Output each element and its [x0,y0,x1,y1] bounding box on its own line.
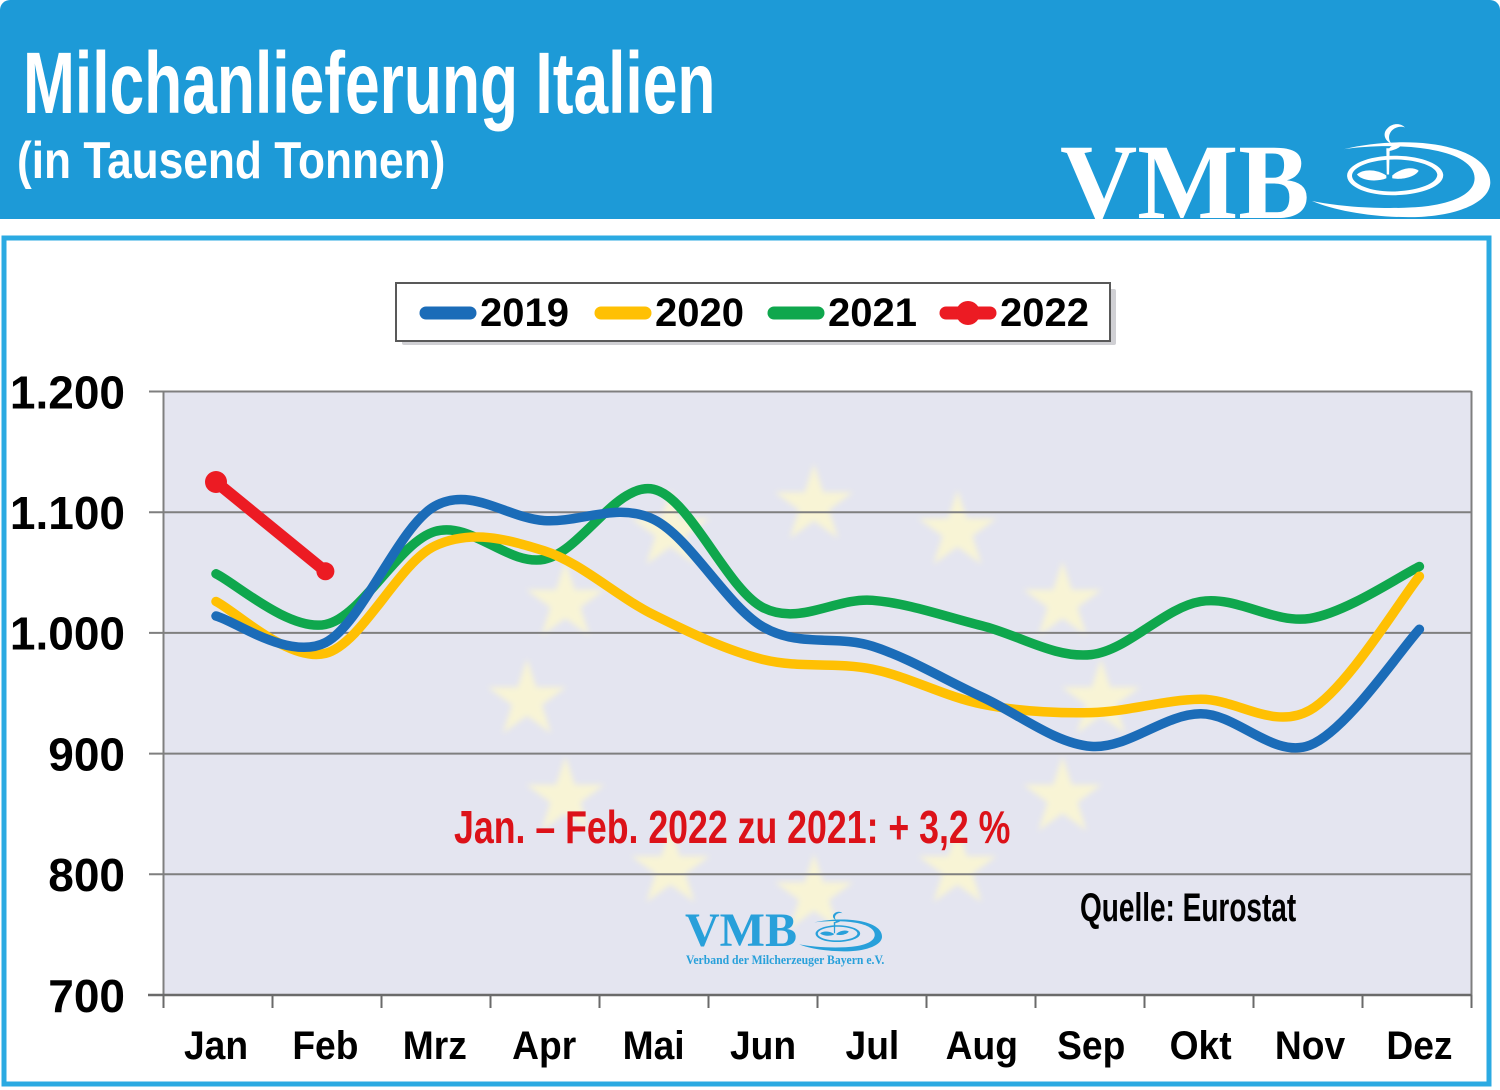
svg-text:Apr: Apr [512,1024,576,1069]
svg-text:900: 900 [48,728,125,780]
svg-text:1.200: 1.200 [10,366,125,418]
svg-text:Nov: Nov [1275,1024,1346,1069]
svg-text:Sep: Sep [1057,1024,1125,1069]
svg-text:Verband der Milcherzeuger Baye: Verband der Milcherzeuger Bayern e.V. [686,952,884,967]
svg-text:Jul: Jul [846,1024,900,1069]
svg-text:700: 700 [48,970,125,1022]
svg-text:Milchanlieferung Italien: Milchanlieferung Italien [23,35,715,133]
svg-text:Jun: Jun [730,1024,796,1069]
svg-text:Dez: Dez [1386,1024,1452,1069]
svg-text:Mai: Mai [623,1024,685,1069]
svg-text:1.100: 1.100 [10,487,125,539]
svg-text:VMB: VMB [1060,124,1310,242]
svg-text:Quelle: Eurostat: Quelle: Eurostat [1080,886,1297,930]
svg-text:Feb: Feb [292,1024,358,1069]
svg-text:Jan. – Feb. 2022 zu 2021: + 3,: Jan. – Feb. 2022 zu 2021: + 3,2 % [454,802,1010,853]
svg-text:Aug: Aug [946,1024,1018,1069]
svg-text:Jan: Jan [184,1024,248,1069]
svg-text:VMB: VMB [685,904,797,957]
svg-text:Mrz: Mrz [403,1024,467,1069]
svg-text:2021: 2021 [828,291,917,335]
svg-text:(in Tausend Tonnen): (in Tausend Tonnen) [17,132,445,190]
svg-text:Okt: Okt [1170,1024,1232,1069]
svg-text:2019: 2019 [480,291,569,335]
svg-text:1.000: 1.000 [10,608,125,660]
svg-text:2022: 2022 [1000,291,1089,335]
svg-text:2020: 2020 [655,291,744,335]
svg-text:800: 800 [48,849,125,901]
